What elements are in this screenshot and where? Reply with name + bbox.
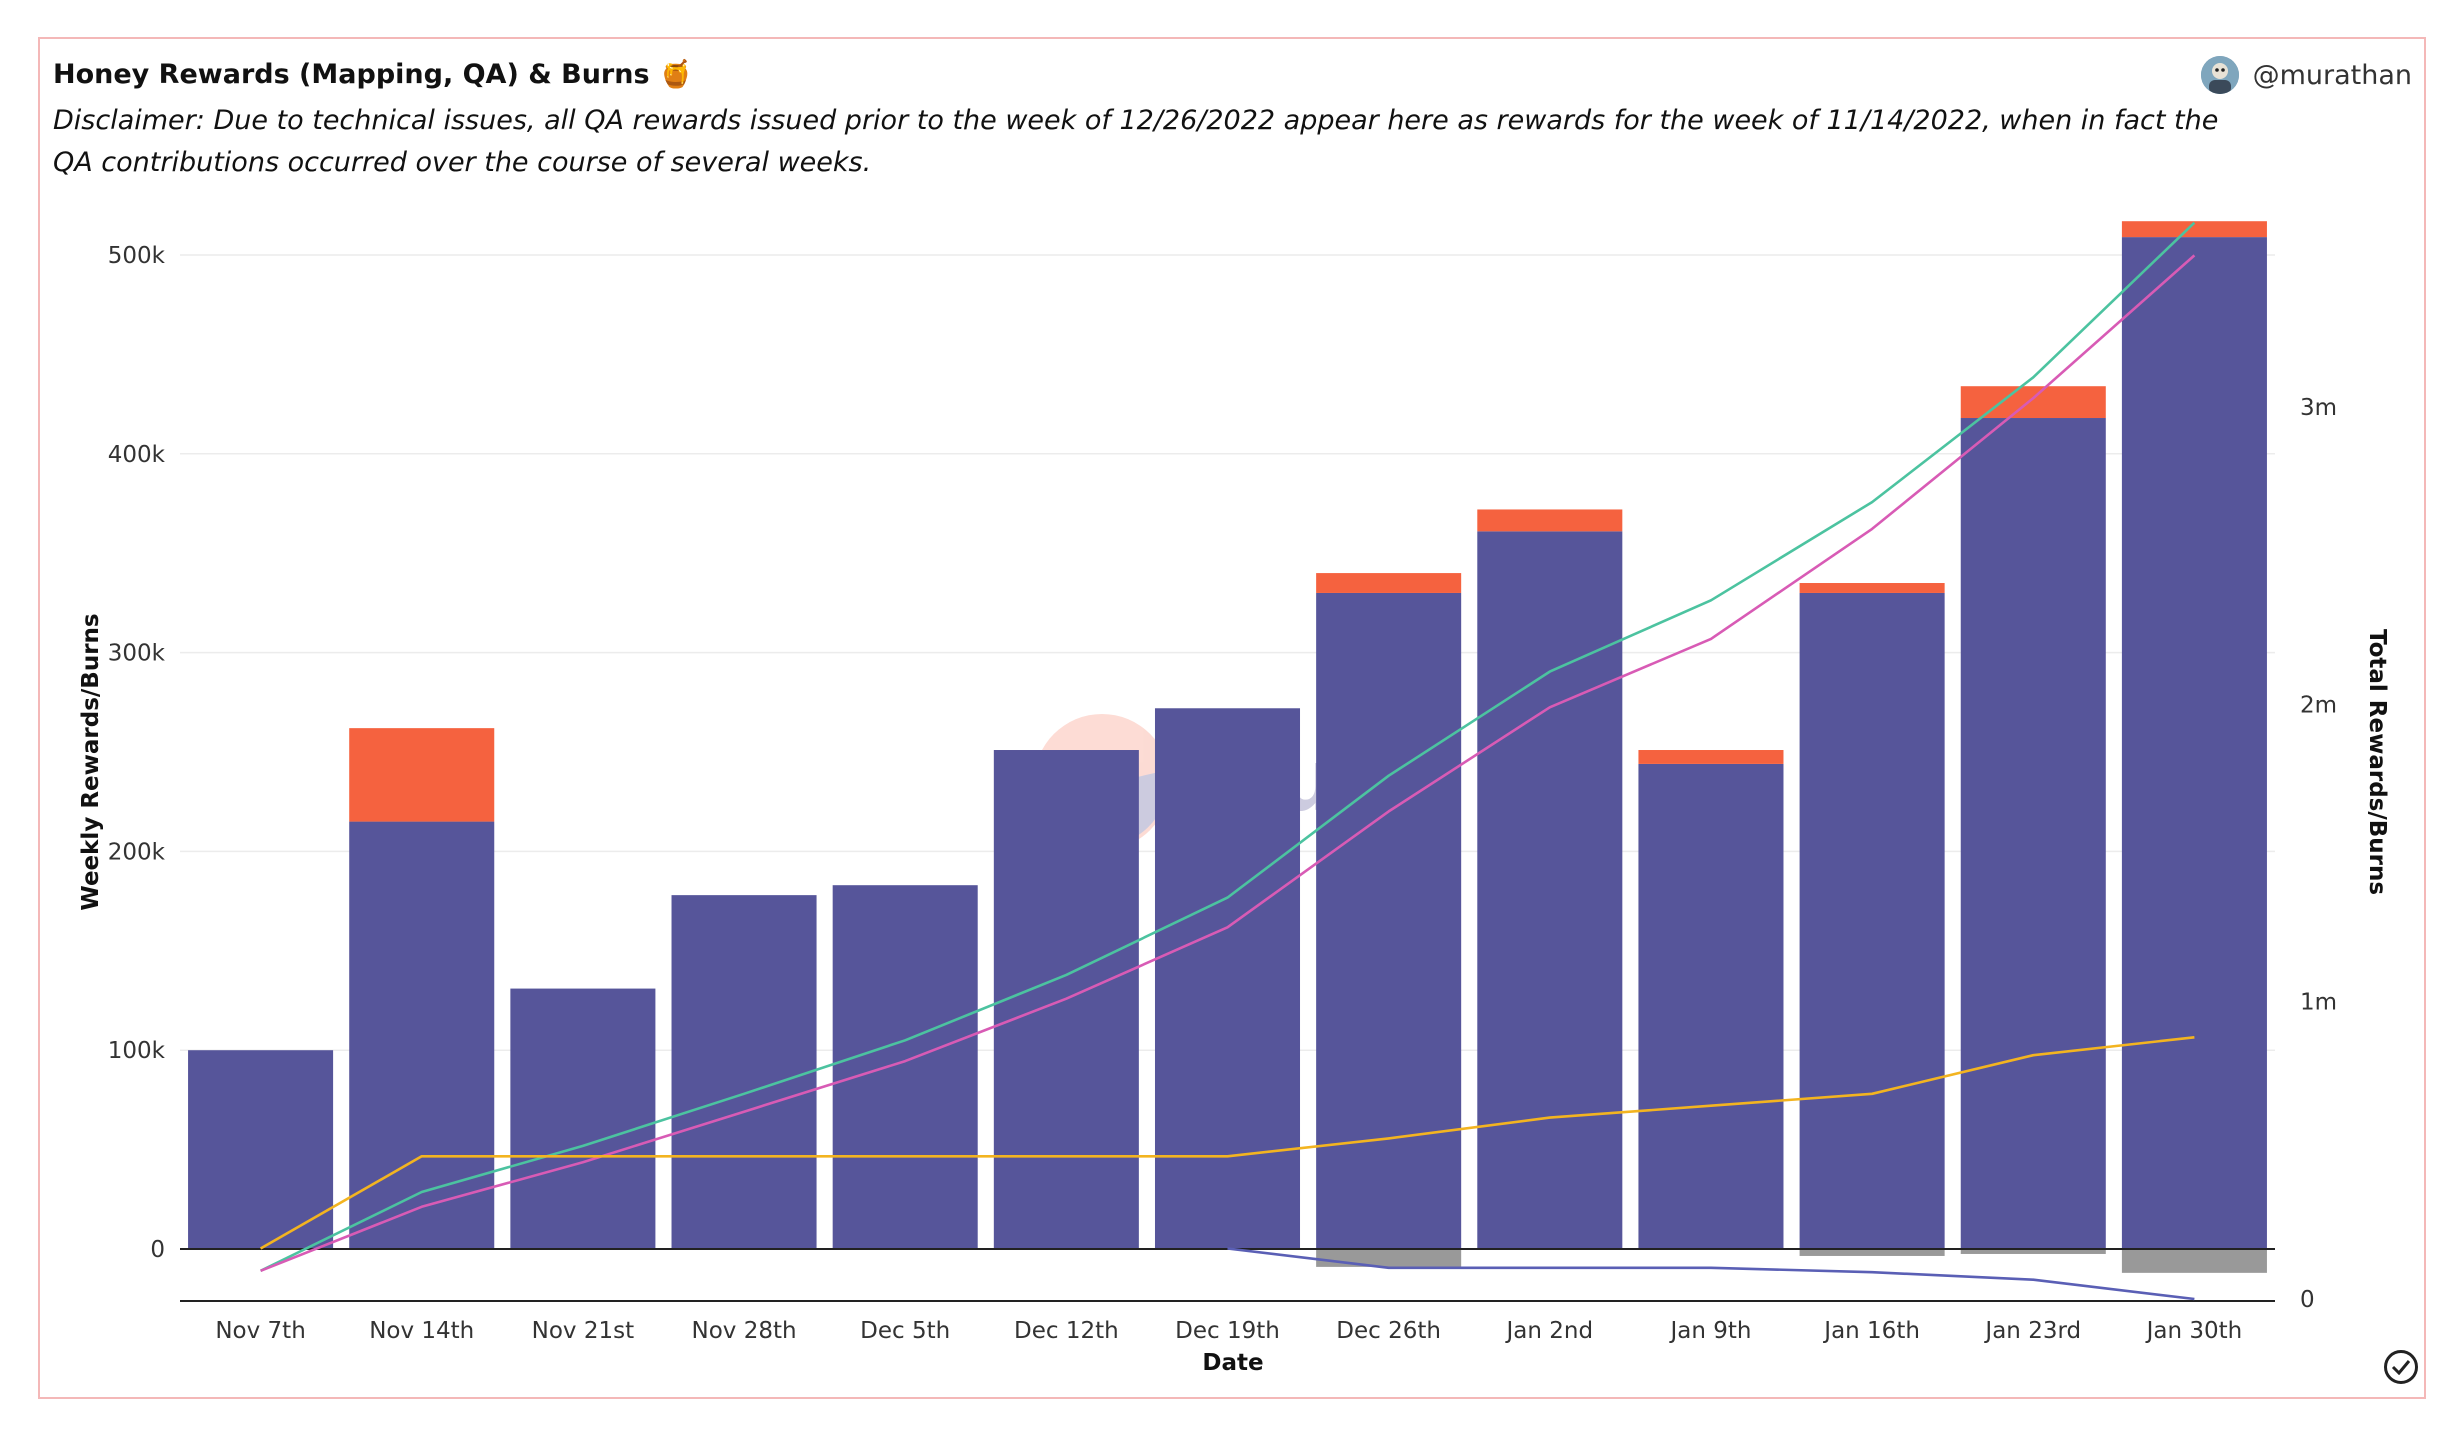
author-badge[interactable]: @murathan (2200, 56, 2412, 94)
honey-pot-icon: 🍯 (658, 59, 693, 90)
bar-mapping (1799, 592, 1945, 1249)
chart-title: Honey Rewards (Mapping, QA) & Burns 🍯 (53, 58, 693, 90)
bar-qa (349, 728, 495, 822)
x-tick-label: Dec 26th (1336, 1318, 1441, 1344)
bar-mapping (510, 988, 656, 1249)
x-tick-label: Nov 14th (369, 1318, 474, 1344)
line-total_pink (260, 254, 2196, 1273)
bar-qa (2121, 221, 2267, 238)
y-tick-label: 500k (108, 243, 166, 269)
x-tick-label: Jan 30th (2145, 1318, 2243, 1344)
x-tick-label: Dec 5th (860, 1318, 950, 1344)
bar-qa (1316, 573, 1462, 593)
bar-mapping (671, 895, 817, 1249)
bar-mapping (1316, 592, 1462, 1249)
x-tick-label: Jan 9th (1668, 1318, 1751, 1344)
y-tick-label: 200k (108, 839, 166, 865)
y-tick-label: 400k (108, 442, 166, 468)
bar-qa (1638, 750, 1784, 764)
y2-tick-label: 2m (2300, 692, 2337, 718)
chart-disclaimer: Disclaimer: Due to technical issues, all… (53, 105, 2219, 178)
x-tick-label: Dec 19th (1175, 1318, 1280, 1344)
x-tick-label: Jan 23rd (1983, 1318, 2081, 1344)
x-tick-label: Nov 7th (215, 1318, 305, 1344)
bar-mapping (832, 885, 978, 1249)
bar-burn (1316, 1249, 1462, 1267)
bar-qa (1960, 386, 2106, 419)
author-name[interactable]: @murathan (2252, 59, 2412, 91)
bar-mapping (1154, 708, 1301, 1249)
bar-mapping (1477, 531, 1623, 1249)
bar-mapping (188, 1050, 334, 1249)
y-tick-label: 100k (108, 1038, 166, 1064)
x-axis-title: Date (1202, 1350, 1263, 1376)
avatar-icon (2200, 56, 2239, 94)
bar-qa (1477, 509, 1623, 532)
line-total_blue (1227, 1247, 2195, 1301)
chart-title-text: Honey Rewards (Mapping, QA) & Burns (53, 59, 650, 90)
avatar[interactable] (2200, 56, 2239, 94)
x-tick-label: Nov 28th (692, 1318, 797, 1344)
line-total_orange (259, 1036, 2195, 1250)
x-tick-label: Jan 2nd (1505, 1318, 1594, 1344)
y-axis-title: Weekly Rewards/Burns (78, 613, 104, 910)
bar-qa (1799, 583, 1945, 593)
y2-axis-title: Total Rewards/Burns (2364, 629, 2390, 895)
y-tick-label: 0 (150, 1237, 165, 1263)
bar-mapping (1638, 763, 1784, 1249)
bar-burn (2121, 1249, 2267, 1273)
y2-tick-label: 3m (2300, 395, 2337, 421)
line-total_teal (260, 221, 2196, 1272)
verified-check-icon[interactable] (2384, 1350, 2418, 1384)
x-tick-label: Dec 12th (1014, 1318, 1119, 1344)
y2-tick-label: 0 (2300, 1287, 2315, 1313)
x-tick-label: Nov 21st (532, 1318, 634, 1344)
bar-burn (1799, 1249, 1945, 1256)
x-tick-label: Jan 16th (1822, 1318, 1920, 1344)
bar-burn (1960, 1249, 2106, 1254)
y-tick-label: 300k (108, 641, 166, 667)
y2-tick-label: 1m (2300, 990, 2337, 1016)
bar-mapping (1960, 418, 2106, 1249)
bar-mapping (2121, 237, 2267, 1249)
